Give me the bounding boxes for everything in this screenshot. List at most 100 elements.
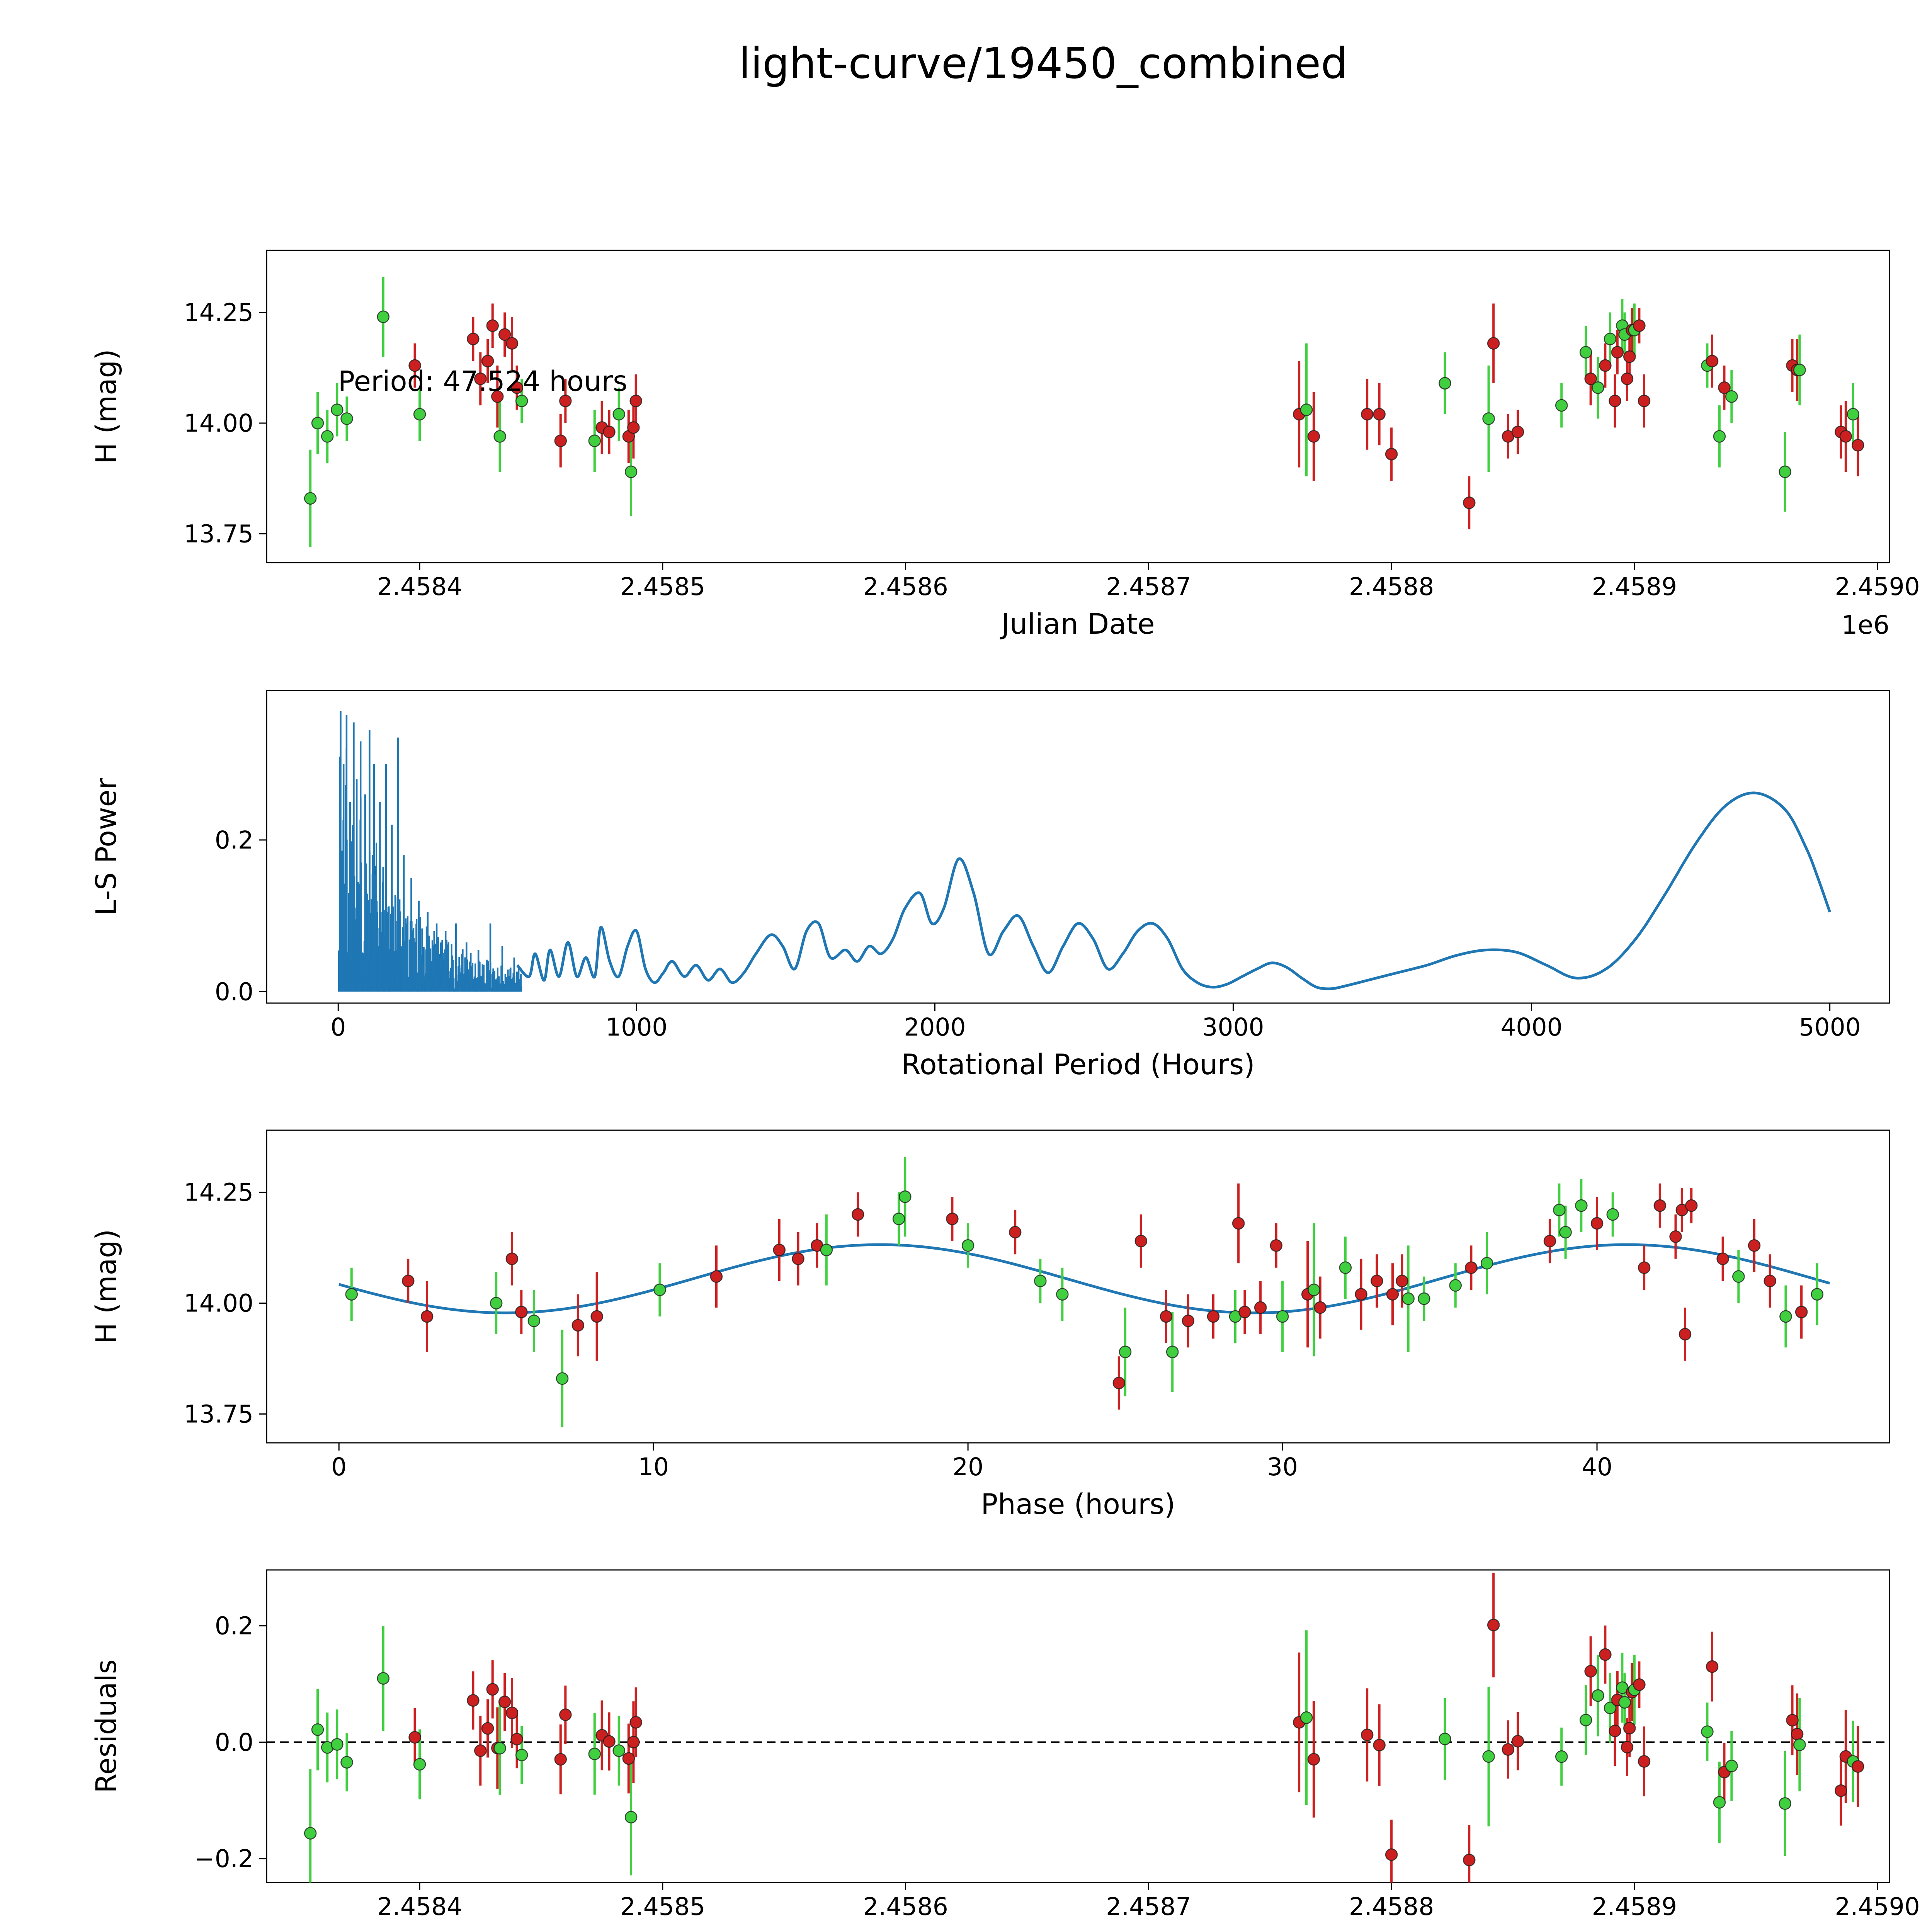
data-point	[590, 1310, 603, 1323]
data-point	[1725, 1759, 1738, 1772]
data-point	[556, 1372, 569, 1385]
data-point	[624, 1811, 638, 1823]
data-point	[1166, 1345, 1179, 1359]
svg-text:2.4590: 2.4590	[1835, 1893, 1920, 1921]
data-point	[402, 1274, 415, 1287]
data-point	[1361, 1728, 1374, 1742]
data-point	[892, 1213, 905, 1225]
data-point	[1621, 372, 1634, 385]
data-point	[408, 359, 421, 372]
svg-text:H (mag): H (mag)	[90, 349, 123, 464]
data-point	[1575, 1199, 1588, 1212]
data-point	[1590, 1217, 1604, 1230]
data-point	[1633, 319, 1646, 332]
data-point	[1609, 395, 1621, 407]
data-point	[1579, 1714, 1592, 1726]
data-point	[498, 1696, 511, 1708]
data-point	[1307, 430, 1320, 443]
svg-text:2.4586: 2.4586	[863, 1893, 948, 1921]
svg-text:2000: 2000	[904, 1013, 966, 1041]
data-point	[1385, 447, 1398, 461]
data-point	[588, 434, 601, 447]
data-point	[311, 417, 324, 430]
data-point	[413, 408, 426, 421]
data-point	[1559, 1226, 1572, 1239]
svg-text:13.75: 13.75	[184, 520, 253, 548]
data-point	[1779, 465, 1791, 478]
data-point	[505, 337, 519, 350]
data-point	[340, 1756, 353, 1769]
data-point	[1653, 1199, 1667, 1212]
data-point	[1592, 381, 1604, 394]
data-point	[505, 1706, 519, 1719]
data-point	[377, 310, 390, 323]
data-point	[1795, 1306, 1808, 1318]
data-point	[1418, 1292, 1430, 1305]
data-point	[1847, 408, 1859, 421]
data-point	[1300, 1711, 1313, 1724]
data-point	[554, 434, 567, 447]
data-point	[603, 425, 616, 439]
data-point	[1669, 1230, 1682, 1243]
data-point	[1701, 1725, 1714, 1738]
data-point	[1134, 1235, 1148, 1248]
svg-text:Julian Date: Julian Date	[1000, 608, 1155, 641]
data-point	[1555, 1750, 1568, 1763]
data-point	[1371, 1274, 1383, 1287]
data-point	[1584, 372, 1597, 385]
data-point	[1543, 1235, 1556, 1248]
data-point	[710, 1270, 723, 1283]
data-point	[1300, 403, 1313, 416]
data-point	[515, 1306, 528, 1318]
data-point	[1706, 1660, 1719, 1673]
data-point	[571, 1319, 585, 1332]
data-point	[1480, 1257, 1493, 1270]
data-point	[559, 395, 572, 407]
data-point	[1502, 1743, 1515, 1756]
data-point	[1811, 1288, 1824, 1301]
data-point	[1254, 1301, 1267, 1314]
svg-text:2.4584: 2.4584	[377, 1893, 462, 1921]
svg-text:40: 40	[1582, 1453, 1612, 1481]
data-point	[1611, 346, 1624, 359]
period-annotation: Period: 47.524 hours	[338, 365, 628, 398]
data-point	[1592, 1689, 1604, 1702]
svg-text:2.4587: 2.4587	[1106, 1893, 1191, 1921]
data-point	[1638, 1755, 1651, 1768]
svg-text:20: 20	[952, 1453, 983, 1481]
data-point	[1584, 1665, 1597, 1678]
data-point	[1679, 1328, 1692, 1341]
svg-text:14.25: 14.25	[184, 298, 253, 327]
data-point	[1638, 1261, 1651, 1274]
data-point	[627, 421, 640, 434]
data-point	[340, 412, 353, 425]
data-point	[321, 430, 334, 443]
data-point	[1160, 1310, 1173, 1323]
data-point	[1034, 1274, 1047, 1287]
data-point	[1713, 430, 1726, 443]
data-point	[1238, 1306, 1251, 1318]
data-point	[1606, 1208, 1619, 1221]
data-point	[1633, 1678, 1646, 1691]
data-point	[1449, 1279, 1462, 1292]
data-point	[1713, 1796, 1726, 1809]
data-point	[792, 1252, 804, 1265]
svg-text:2.4587: 2.4587	[1106, 573, 1191, 601]
data-point	[1385, 1848, 1398, 1861]
data-point	[1835, 1784, 1847, 1797]
data-point	[1621, 1741, 1634, 1753]
svg-text:14.25: 14.25	[184, 1179, 253, 1207]
axes-lightcurve: 2.4584 2.4585 2.4586 2.4587 2.4588 2.4589 2.45…	[90, 250, 1920, 641]
svg-text:3000: 3000	[1202, 1013, 1264, 1041]
data-point	[1748, 1239, 1761, 1252]
data-point	[851, 1208, 864, 1221]
data-point	[588, 1747, 601, 1760]
data-point	[1685, 1199, 1698, 1212]
data-point	[1373, 408, 1386, 421]
data-point	[773, 1243, 786, 1257]
data-point	[1439, 1733, 1451, 1745]
data-point	[1623, 350, 1636, 363]
svg-text:10: 10	[638, 1453, 669, 1481]
data-point	[527, 1315, 541, 1327]
data-point	[622, 1752, 635, 1765]
